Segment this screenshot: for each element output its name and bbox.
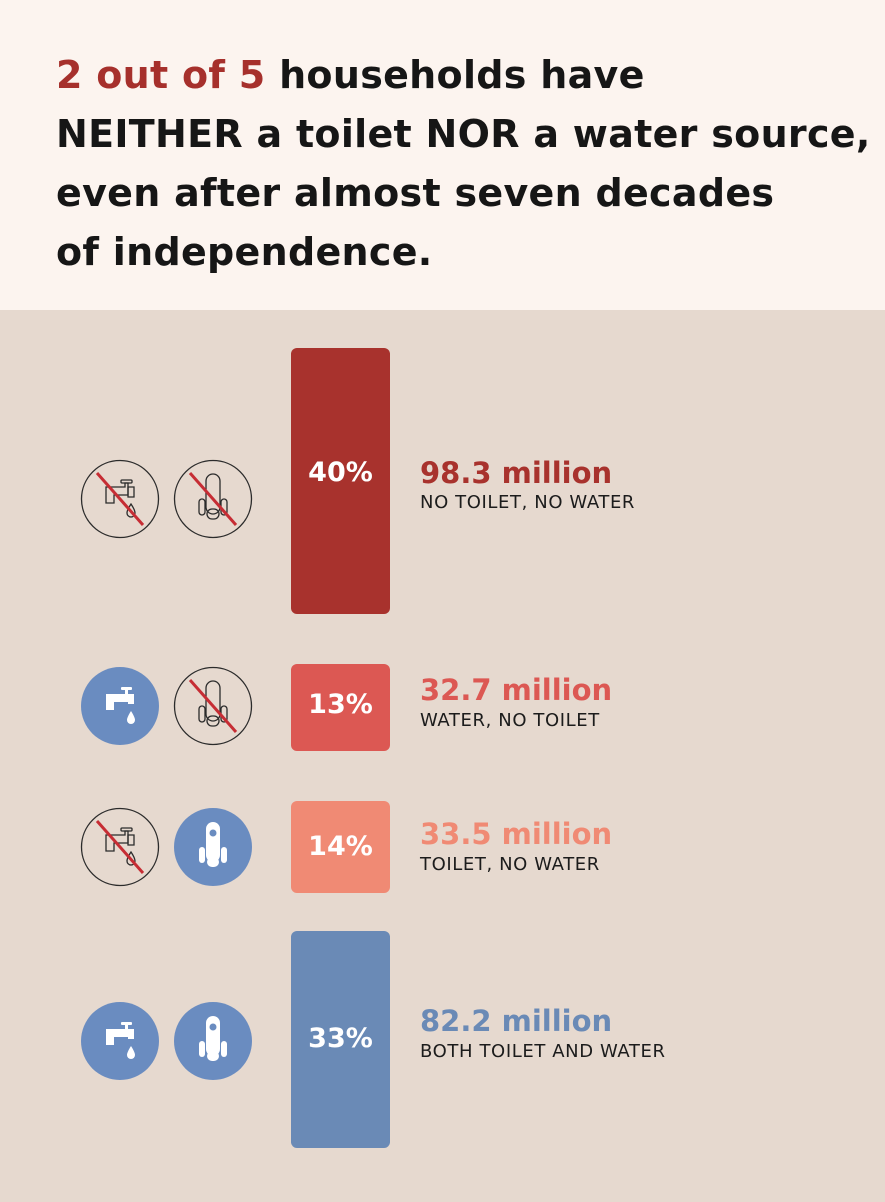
percent-label: 13%	[308, 689, 373, 720]
bar-water-no-toilet	[291, 664, 390, 751]
headline-line-4: of independence.	[56, 230, 433, 274]
water-tap-icon	[80, 666, 160, 746]
no-water-icon	[80, 807, 160, 887]
chart-panel: 40% 98.3 million NO TOILET, NO WATER 13%…	[0, 310, 885, 1202]
chart-row-toilet-no-water: 14% 33.5 million TOILET, NO WATER	[0, 801, 885, 893]
category-label: BOTH TOILET AND WATER	[420, 1041, 666, 1062]
value-label: 98.3 million	[420, 456, 613, 490]
value-label: 33.5 million	[420, 817, 613, 851]
bar-no-toilet-no-water	[291, 348, 390, 614]
category-label: TOILET, NO WATER	[420, 854, 600, 875]
percent-label: 40%	[308, 457, 373, 488]
chart-row-both-toilet-and-water: 33% 82.2 million BOTH TOILET AND WATER	[0, 931, 885, 1149]
category-label: NO TOILET, NO WATER	[420, 492, 636, 513]
headline-line-1: households have	[265, 53, 645, 97]
headline-line-3: even after almost seven decades	[56, 171, 775, 215]
bar-toilet-no-water	[291, 801, 390, 893]
value-label: 32.7 million	[420, 673, 613, 707]
headline-highlight: 2 out of 5	[56, 53, 266, 97]
bar-both-toilet-and-water	[291, 931, 390, 1148]
percent-label: 14%	[308, 831, 373, 862]
category-label: WATER, NO TOILET	[420, 710, 600, 731]
no-toilet-icon	[173, 459, 253, 539]
headline: 2 out of 5 households have NEITHER a toil…	[56, 46, 871, 282]
no-water-icon	[80, 459, 160, 539]
chart-row-no-toilet-no-water: 40% 98.3 million NO TOILET, NO WATER	[0, 348, 885, 616]
water-tap-icon	[80, 1001, 160, 1081]
no-toilet-icon	[173, 666, 253, 746]
chart-row-water-no-toilet: 13% 32.7 million WATER, NO TOILET	[0, 664, 885, 752]
value-label: 82.2 million	[420, 1004, 613, 1038]
toilet-icon	[173, 1001, 253, 1081]
percent-label: 33%	[308, 1023, 373, 1054]
toilet-icon	[173, 807, 253, 887]
header: 2 out of 5 households have NEITHER a toil…	[0, 0, 885, 310]
headline-line-2: NEITHER a toilet NOR a water source,	[56, 112, 871, 156]
